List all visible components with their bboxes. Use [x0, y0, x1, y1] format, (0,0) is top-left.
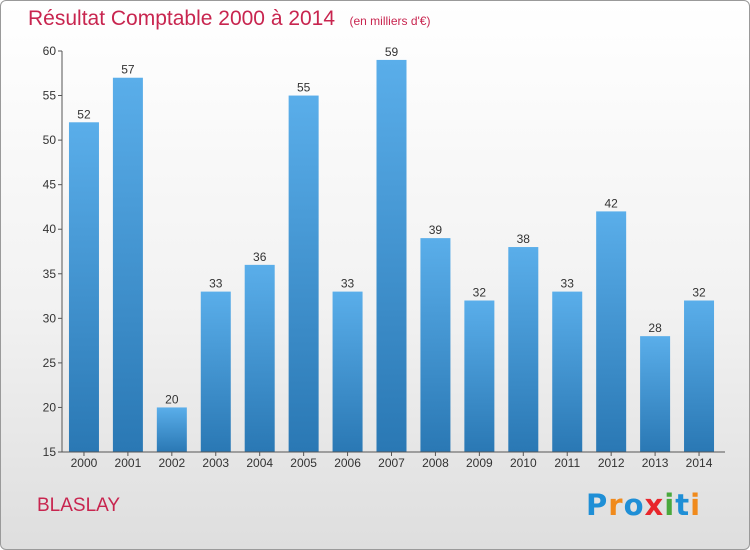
x-tick-label-2005: 2005 — [290, 456, 317, 470]
value-label-2009: 32 — [473, 286, 487, 300]
logo-letter: x — [644, 488, 665, 522]
value-label-2005: 55 — [297, 81, 311, 95]
x-tick-label-2008: 2008 — [422, 456, 449, 470]
value-label-2001: 57 — [121, 63, 135, 77]
bar-2004 — [244, 264, 275, 452]
x-tick-label-2011: 2011 — [554, 456, 580, 470]
bar-2003 — [200, 291, 231, 452]
value-label-2008: 39 — [429, 223, 443, 237]
x-tick-label-2007: 2007 — [378, 456, 405, 470]
x-tick-label-2012: 2012 — [598, 456, 625, 470]
y-tick-label-20: 20 — [43, 400, 57, 414]
y-tick-label-60: 60 — [43, 44, 57, 58]
proxiti-logo[interactable]: Proxiti — [586, 488, 701, 522]
logo-letter: i — [664, 488, 676, 522]
logo-letter: o — [623, 488, 645, 522]
x-tick-label-2014: 2014 — [686, 456, 713, 470]
logo-letter: P — [586, 488, 609, 522]
value-label-2006: 33 — [341, 277, 355, 291]
value-label-2003: 33 — [209, 277, 223, 291]
value-label-2010: 38 — [517, 232, 531, 246]
value-label-2002: 20 — [165, 392, 179, 406]
bar-2008 — [420, 238, 451, 452]
y-tick-label-15: 15 — [43, 445, 57, 459]
value-label-2011: 33 — [561, 277, 575, 291]
chart-title: Résultat Comptable 2000 à 2014 — [28, 7, 336, 30]
x-tick-label-2009: 2009 — [466, 456, 493, 470]
value-label-2014: 32 — [692, 286, 706, 300]
bar-2007 — [376, 59, 407, 453]
y-tick-label-55: 55 — [43, 89, 57, 103]
x-tick-label-2000: 2000 — [71, 456, 98, 470]
bar-2013 — [640, 336, 671, 452]
value-label-2004: 36 — [253, 250, 267, 264]
bar-2005 — [288, 95, 319, 453]
x-tick-label-2004: 2004 — [246, 456, 273, 470]
logo-letter: t — [675, 488, 691, 522]
bar-2012 — [596, 211, 627, 452]
y-tick-label-40: 40 — [43, 222, 57, 236]
y-tick-label-45: 45 — [43, 178, 57, 192]
value-label-2000: 52 — [77, 107, 91, 121]
title-row: Résultat Comptable 2000 à 2014 (en milli… — [28, 7, 430, 31]
x-tick-label-2002: 2002 — [158, 456, 185, 470]
logo-letter: r — [608, 488, 624, 522]
x-tick-label-2010: 2010 — [510, 456, 537, 470]
bar-2000 — [68, 122, 99, 453]
value-label-2012: 42 — [604, 196, 618, 210]
commune-name: BLASLAY — [37, 495, 121, 516]
bars-layer: 52 57 20 33 36 55 33 59 39 32 38 33 42 28 32 — [68, 45, 715, 453]
x-tick-label-2001: 2001 — [115, 456, 142, 470]
axes-layer: 2000 2001 2002 2003 2004 2005 2006 2007 2008 2009… — [43, 44, 725, 470]
value-label-2013: 28 — [648, 321, 662, 335]
bar-2011 — [552, 291, 583, 452]
y-tick-label-25: 25 — [43, 356, 57, 370]
bar-2001 — [112, 77, 143, 452]
y-tick-label-50: 50 — [43, 133, 57, 147]
bar-2009 — [464, 300, 495, 452]
chart-subtitle: (en milliers d'€) — [349, 14, 431, 28]
x-tick-label-2003: 2003 — [202, 456, 229, 470]
y-tick-label-35: 35 — [43, 267, 57, 281]
value-label-2007: 59 — [385, 45, 399, 59]
x-tick-label-2006: 2006 — [334, 456, 361, 470]
y-tick-label-30: 30 — [43, 311, 57, 325]
x-tick-label-2013: 2013 — [642, 456, 669, 470]
bar-2014 — [684, 300, 715, 452]
bar-2010 — [508, 247, 539, 452]
logo-letter: i — [690, 488, 702, 522]
bar-2006 — [332, 291, 363, 452]
bar-2002 — [156, 407, 187, 452]
